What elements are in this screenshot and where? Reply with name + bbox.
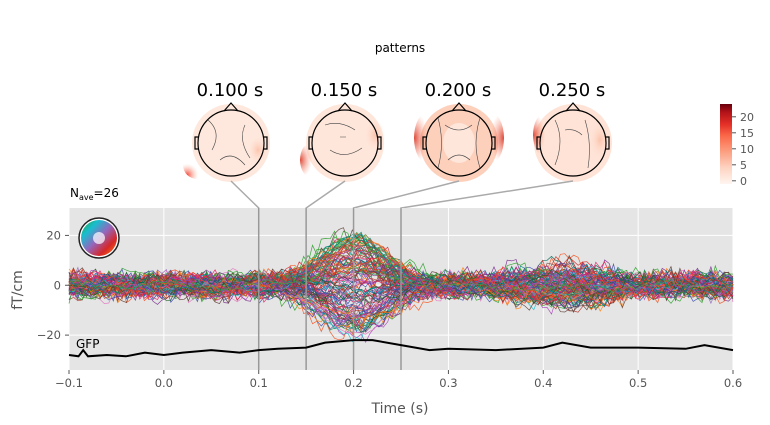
x-tick-label: −0.1	[55, 376, 83, 390]
nose-icon	[565, 102, 581, 112]
colorbar-tick-label: 15	[740, 127, 754, 140]
topomap-2-disc	[306, 104, 384, 182]
y-tick-label: 0	[54, 278, 61, 292]
y-axis-label: fT/cm	[10, 270, 26, 310]
topomap-3-hotspot-left	[414, 112, 442, 164]
time-markers	[257, 208, 402, 370]
x-tick-label: 0.5	[629, 376, 647, 390]
colorbar-tick-label: 10	[740, 143, 754, 156]
gfp-label: GFP	[76, 337, 99, 351]
y-tick-label: 20	[46, 228, 61, 242]
figure-suptitle: patterns	[375, 41, 425, 55]
ears-icon	[308, 136, 382, 150]
x-tick-label: 0.0	[155, 376, 173, 390]
sensor-colormap-icon	[78, 217, 120, 259]
y-tick-label: −20	[37, 328, 61, 342]
colorbar: 0 5 10 15 20	[720, 104, 754, 188]
colorbar-tick-label: 20	[740, 111, 754, 124]
gfp-line	[68, 339, 734, 358]
connector-line	[305, 180, 346, 210]
topomap-1	[183, 102, 270, 182]
topomap-3	[414, 102, 504, 182]
contour-lines	[207, 119, 251, 166]
contour-lines	[437, 117, 481, 169]
colorbar-gradient	[720, 104, 732, 184]
topomap-2	[300, 102, 385, 182]
topomap-4	[533, 102, 612, 182]
nose-icon	[337, 102, 353, 112]
head-outline	[425, 109, 493, 177]
topomap-2-hotspot	[300, 142, 324, 178]
head-outline	[539, 109, 607, 177]
nave-label: Nave=26	[70, 186, 119, 202]
topomap-4-hotspot-left	[533, 113, 557, 157]
topomap-title-3: 0.200 s	[425, 80, 492, 101]
contour-lines	[554, 119, 590, 169]
x-tick-label: 0.3	[439, 376, 457, 390]
topomap-3-hotspot-right	[476, 112, 504, 164]
topomap-title-2: 0.150 s	[311, 80, 378, 101]
nose-icon	[451, 102, 467, 112]
nose-icon	[223, 102, 239, 112]
x-tick-label: 0.2	[344, 376, 362, 390]
x-tick-label: 0.4	[534, 376, 552, 390]
head-outline	[311, 109, 379, 177]
x-tick-label: 0.6	[724, 376, 742, 390]
ears-icon	[536, 136, 610, 150]
colorbar-ticks: 0 5 10 15 20	[732, 111, 754, 188]
ears-icon	[194, 136, 268, 150]
contour-lines	[324, 123, 363, 155]
topomap-title-4: 0.250 s	[539, 80, 606, 101]
connector-line	[400, 180, 574, 210]
connector-line	[352, 180, 460, 210]
head-outline	[197, 109, 265, 177]
y-axis-ticks: −20 0 20	[37, 228, 69, 342]
topomap-title-1: 0.100 s	[197, 80, 264, 101]
x-tick-label: 0.1	[250, 376, 268, 390]
connector-line	[230, 180, 260, 210]
x-axis-ticks: −0.1 0.0 0.1 0.2 0.3 0.4 0.5 0.6	[55, 370, 742, 390]
topomap-connectors	[230, 180, 574, 210]
colorbar-tick-label: 0	[740, 175, 747, 188]
ears-icon	[422, 136, 496, 150]
x-axis-label: Time (s)	[371, 401, 429, 417]
colorbar-tick-label: 5	[740, 159, 747, 172]
topomap-1-hotspot	[183, 151, 211, 179]
